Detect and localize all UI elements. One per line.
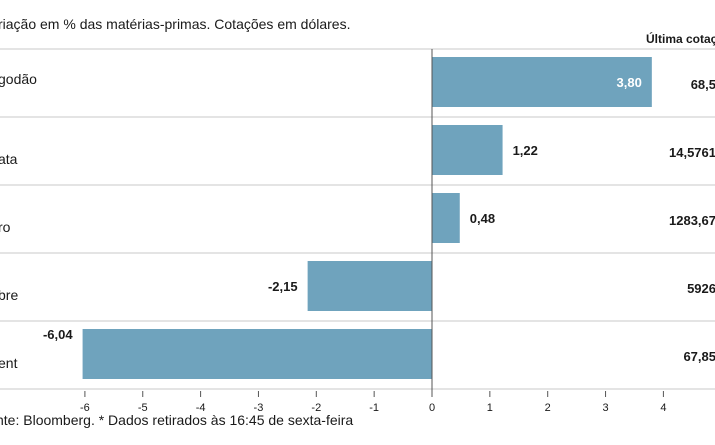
x-tick-label: -6 bbox=[80, 402, 90, 414]
value-label: -6,04 bbox=[43, 327, 73, 342]
bar bbox=[432, 125, 503, 175]
category-label: ent bbox=[0, 355, 18, 371]
x-axis: -6 -5 -4 -3 -2 -1 0 1 2 3 4 bbox=[80, 49, 666, 414]
last-quote: 5926 bbox=[687, 281, 715, 296]
x-tick-label: -2 bbox=[311, 402, 321, 414]
x-tick-label: -4 bbox=[196, 402, 206, 414]
last-quote: 67,85 bbox=[683, 349, 715, 364]
category-label: bre bbox=[0, 287, 18, 303]
x-tick-label: 4 bbox=[660, 402, 666, 414]
labels: godão 3,80 68,5 ata 1,22 14,5761 ro 0,48 1283,67… bbox=[0, 71, 715, 371]
category-label: ata bbox=[0, 151, 18, 167]
bars bbox=[82, 57, 652, 379]
bar bbox=[307, 261, 432, 311]
x-tick-label: 1 bbox=[487, 402, 493, 414]
last-quote: 68,5 bbox=[691, 77, 715, 92]
bar bbox=[82, 329, 432, 379]
bar bbox=[432, 193, 460, 243]
row-separators bbox=[0, 48, 715, 390]
x-tick-label: -3 bbox=[254, 402, 264, 414]
x-tick-label: -1 bbox=[369, 402, 379, 414]
last-quote: 14,5761 bbox=[669, 145, 715, 160]
bar bbox=[432, 57, 652, 107]
value-label: 3,80 bbox=[617, 75, 642, 90]
value-label: -2,15 bbox=[268, 279, 298, 294]
source-note: nte: Bloomberg. * Dados retirados às 16:… bbox=[0, 412, 354, 428]
chart-subtitle: riação em % das matérias-primas. Cotaçõe… bbox=[0, 16, 351, 32]
last-quote-header: Última cotaç bbox=[646, 32, 715, 46]
category-label: ro bbox=[0, 219, 11, 235]
category-label: godão bbox=[0, 71, 37, 87]
last-quote: 1283,67 bbox=[669, 213, 715, 228]
x-tick-label: 2 bbox=[545, 402, 551, 414]
value-label: 1,22 bbox=[513, 143, 538, 158]
x-tick-label: -5 bbox=[138, 402, 148, 414]
x-tick-label: 3 bbox=[602, 402, 608, 414]
value-label: 0,48 bbox=[470, 211, 495, 226]
x-tick-label: 0 bbox=[429, 402, 435, 414]
